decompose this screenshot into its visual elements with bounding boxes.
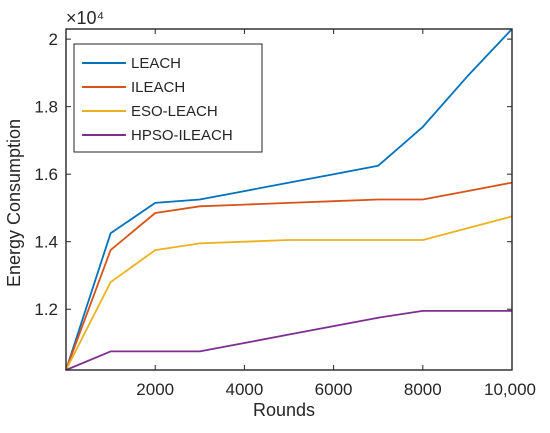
series-line-ileach [65,181,513,371]
x-tick-label: 2000 [136,380,174,399]
x-tick-label: 6000 [315,380,353,399]
y-axis-label: Energy Consumption [4,119,24,287]
legend-label-hpso-ileach: HPSO-ILEACH [131,127,233,144]
plot-frame [65,28,513,371]
legend-label-eso-leach: ESO-LEACH [131,103,218,120]
legend-label-leach: LEACH [131,55,181,72]
x-tick-label: 10,000 [484,380,536,399]
x-axis-label: Rounds [253,400,315,420]
series-line-hpso-ileach [65,309,512,371]
series-layer [65,28,513,371]
y-tick-label: 1.4 [34,233,58,252]
legend-items: LEACH ILEACH ESO-LEACH HPSO-ILEACH [82,55,233,144]
x-tick-label: 8000 [404,380,442,399]
y-axis-multiplier: ×10⁴ [66,8,104,28]
y-tick-label: 1.6 [34,165,58,184]
series-line-leach [65,28,513,371]
legend: LEACH ILEACH ESO-LEACH HPSO-ILEACH [73,43,263,153]
y-tick-label: 1.2 [34,300,58,319]
ticks-layer: 2000 4000 6000 8000 10,000 1.2 1.4 1.6 1.8 2 [34,29,536,399]
series-line-eso-leach [65,215,513,371]
legend-label-ileach: ILEACH [131,79,185,96]
y-tick-label: 1.8 [34,98,58,117]
y-tick-label: 2 [49,30,58,49]
x-tick-label: 4000 [225,380,263,399]
